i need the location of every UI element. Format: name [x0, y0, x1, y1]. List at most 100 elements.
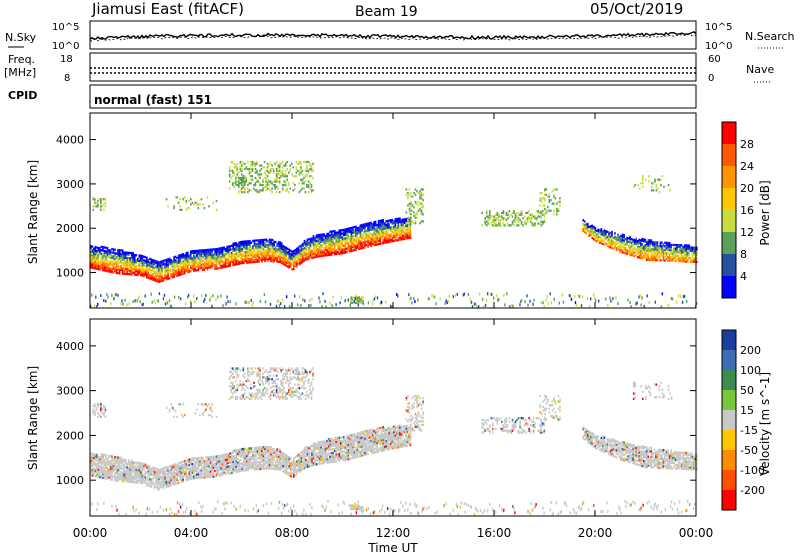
echo-cell: [265, 173, 267, 176]
echo-cell: [127, 462, 130, 466]
echo-cell: [523, 215, 526, 218]
echo-cell: [199, 267, 201, 270]
echo-cell: [239, 240, 242, 244]
echo-cell: [621, 251, 624, 254]
echo-cell: [318, 251, 321, 254]
echo-cell: [396, 219, 398, 222]
echo-cell: [227, 259, 230, 262]
echo-cell: [115, 475, 118, 479]
echo-cell: [94, 469, 97, 472]
echo-cell: [144, 264, 147, 268]
echo-cell: [296, 252, 298, 256]
echo-cell: [155, 270, 157, 274]
echo-cell: [376, 296, 379, 300]
echo-cell: [91, 465, 94, 468]
echo-cell: [244, 243, 247, 247]
echo-cell: [158, 479, 160, 482]
echo-cell: [220, 247, 222, 250]
echo-cell: [408, 207, 411, 211]
echo-cell: [323, 249, 325, 252]
echo-cell: [141, 467, 144, 471]
echo-cell: [232, 466, 235, 469]
echo-cell: [155, 471, 157, 474]
echo-cell: [238, 262, 241, 265]
echo-cell: [329, 246, 331, 249]
echo-cell: [386, 230, 389, 233]
echo-cell: [582, 229, 584, 233]
echo-cell: [265, 250, 268, 254]
echo-cell: [132, 264, 135, 267]
echo-cell: [662, 245, 665, 248]
echo-cell: [694, 253, 697, 256]
echo-cell: [211, 304, 213, 308]
echo-cell: [629, 248, 631, 251]
echo-cell: [186, 256, 189, 260]
echo-cell: [349, 227, 351, 230]
echo-cell: [559, 204, 561, 207]
echo-cell: [493, 220, 496, 223]
echo-cell: [215, 464, 218, 467]
echo-cell: [123, 471, 125, 474]
echo-cell: [135, 468, 138, 472]
echo-cell: [285, 246, 288, 250]
echo-cell: [408, 209, 411, 212]
echo-cell: [159, 269, 162, 272]
echo-cell: [346, 231, 348, 234]
echo-cell: [182, 267, 185, 270]
echo-cell: [514, 217, 517, 220]
echo-cell: [543, 207, 546, 211]
echo-cell: [174, 273, 177, 276]
echo-cell: [338, 248, 341, 252]
echo-cell: [158, 275, 160, 278]
echo-cell: [627, 240, 630, 244]
echo-cell: [309, 162, 311, 165]
echo-cell: [632, 249, 634, 252]
echo-cell: [212, 257, 215, 260]
echo-cell: [199, 476, 201, 479]
echo-cell: [93, 251, 95, 254]
echo-cell: [199, 474, 201, 478]
echo-cell: [94, 253, 97, 256]
echo-cell: [227, 456, 230, 459]
echo-cell: [258, 249, 260, 253]
echo-cell: [126, 272, 128, 276]
echo-cell: [312, 251, 315, 254]
echo-cell: [377, 232, 380, 235]
echo-cell: [317, 237, 319, 240]
echo-cell: [196, 476, 198, 480]
echo-cell: [388, 228, 391, 231]
echo-cell: [149, 467, 151, 470]
echo-cell: [383, 241, 386, 245]
echo-cell: [100, 203, 102, 206]
echo-cell: [102, 269, 104, 272]
echo-cell: [170, 482, 172, 485]
echo-cell: [419, 191, 421, 195]
echo-cell: [217, 261, 219, 265]
echo-cell: [159, 280, 162, 283]
nave-tick-bottom: 0: [708, 73, 714, 84]
echo-cell: [103, 476, 106, 480]
echo-cell: [246, 240, 248, 243]
echo-cell: [250, 252, 253, 255]
echo-cell: [540, 197, 543, 200]
echo-cell: [417, 200, 420, 204]
echo-cell: [685, 253, 687, 256]
echo-cell: [177, 201, 180, 204]
echo-cell: [386, 241, 389, 244]
echo-cell: [177, 471, 180, 474]
echo-cell: [297, 253, 300, 256]
echo-cell: [341, 236, 344, 239]
echo-cell: [633, 247, 636, 251]
echo-cell: [126, 475, 128, 478]
echo-cell: [655, 255, 657, 258]
echo-cell: [646, 246, 648, 249]
echo-cell: [696, 257, 698, 260]
echo-cell: [155, 279, 157, 282]
echo-cell: [182, 460, 185, 463]
echo-cell: [247, 254, 250, 257]
echo-cell: [271, 182, 273, 185]
echo-cell: [188, 199, 191, 203]
echo-cell: [121, 471, 124, 474]
echo-cell: [94, 455, 97, 458]
echo-cell: [249, 239, 251, 243]
